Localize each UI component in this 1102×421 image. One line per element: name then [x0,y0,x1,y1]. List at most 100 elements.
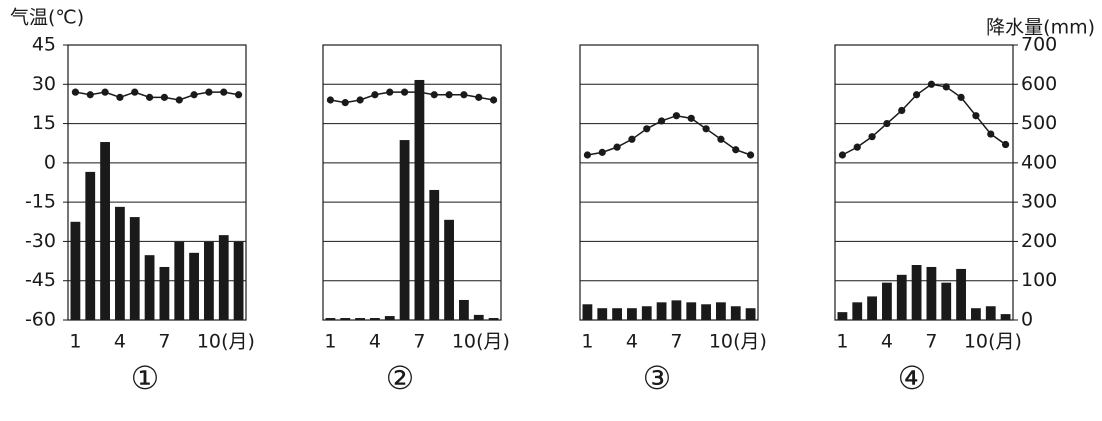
temperature-point [386,88,394,96]
temperature-point [489,96,498,104]
temperature-point [160,93,169,101]
x-axis-title: (月) [476,331,510,353]
bar [1000,314,1011,320]
temperature-point [613,143,621,151]
x-axis-title: (月) [733,331,767,353]
y2-axis-title: 降水量(mm) [986,17,1095,39]
temperature-point [234,91,243,99]
bar [100,142,110,320]
temperature-point [746,151,755,159]
temperature-point [898,106,906,115]
plot-frame [834,44,1014,321]
bar [597,308,608,320]
bar [399,140,410,320]
panel-label: ④ [898,359,927,397]
bar [701,304,711,320]
temperature-point [145,93,154,101]
temperature-point [371,91,379,99]
bar [488,318,499,320]
y2-tick-label: 100 [1021,269,1057,291]
x-axis-title: (月) [221,331,255,353]
y2-tick-label: 0 [1021,309,1033,331]
temperature-point [101,88,109,96]
bar [444,219,454,320]
bar [429,189,440,320]
bar [218,235,229,320]
y-tick-label: 15 [32,112,56,134]
temperature-point [628,135,636,143]
temperature-point [71,88,80,96]
bar [671,300,682,320]
bar [129,217,140,320]
temperature-point [868,133,876,141]
temperature-point [205,88,213,96]
y2-tick-label: 400 [1021,151,1057,173]
bar [985,306,996,320]
temperature-point [1001,140,1010,149]
temperature-point [326,96,335,104]
y2-tick-label: 700 [1021,34,1057,56]
x-tick-label: 7 [670,331,682,353]
x-tick-label: 7 [925,331,937,353]
x-tick-label: 1 [581,331,593,353]
bar [384,316,395,320]
temperature-point [430,91,438,99]
bar [911,265,922,320]
bar [144,255,155,320]
x-tick-label: 4 [369,331,381,353]
y2-tick-label: 500 [1021,112,1057,134]
temperature-point [732,146,740,154]
temperature-point [475,93,483,101]
bar [174,241,185,320]
plot-frame [322,44,502,321]
temperature-line [587,114,751,156]
bar [414,79,425,320]
bar [926,266,937,320]
plot-frame [579,44,759,321]
bar [941,282,952,320]
bar [627,308,637,320]
x-tick-label: 1 [69,331,81,353]
bar [85,171,96,320]
x-tick-label: 1 [324,331,336,353]
bar [867,296,877,320]
bar [189,252,199,320]
bar [340,318,351,320]
bar [686,302,697,320]
y-tick-label: -45 [25,269,56,291]
temperature-point [175,96,183,104]
temperature-point [643,125,651,133]
bar [459,299,469,320]
bar [730,306,741,320]
bar [656,302,667,320]
bar [582,304,593,320]
temperature-point [598,148,606,156]
bar [896,274,907,320]
bar [159,266,170,320]
temperature-point [838,151,847,159]
plot-frame [67,44,247,321]
temperature-point [445,91,453,99]
y-tick-label: -30 [25,230,56,252]
temperature-point [86,91,94,99]
bar [956,268,966,320]
temperature-point [702,125,710,133]
temperature-point [583,151,592,159]
temperature-point [672,112,681,120]
temperature-point [460,91,468,99]
y2-tick-label: 600 [1021,73,1057,95]
y-tick-label: -15 [25,191,56,213]
bar [70,221,81,320]
temperature-point [356,96,364,104]
temperature-point [942,83,950,91]
bar [355,318,365,320]
x-tick-label: 10 [964,331,988,353]
temperature-point [912,91,921,99]
bar [204,241,214,320]
temperature-point [957,93,965,101]
bar [641,306,652,320]
temperature-point [341,99,349,107]
bar [882,282,892,320]
bar [716,302,726,320]
